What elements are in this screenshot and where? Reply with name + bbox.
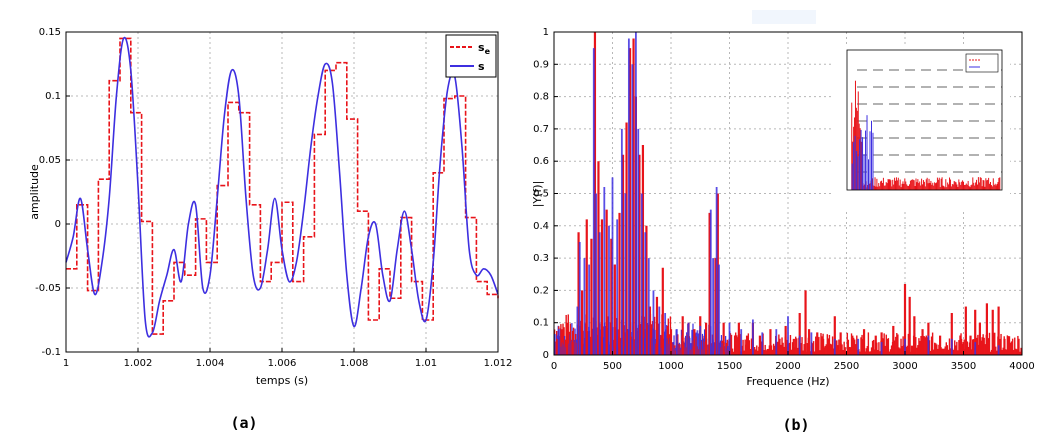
inset-legend-box [965,53,999,73]
y-tick-label: 0.8 [533,92,549,103]
y-tick-label: 0.5 [533,189,549,200]
chart-a-ticks: 1 1.002 1.004 1.006 1.008 1.01 1.012 -0.1 -0.05 0… [35,27,512,369]
x-tick-label: 1.004 [196,358,225,369]
x-tick-label: 1.01 [415,358,437,369]
panel-b-caption: (b) [782,416,809,434]
y-tick-label: 0.05 [39,155,61,166]
x-tick-label: 0 [551,361,557,372]
y-tick-label: 0.4 [533,221,549,232]
x-tick-label: 3500 [951,361,976,372]
x-tick-label: 2000 [775,361,800,372]
legend-se-label: se [478,41,491,56]
chart-b-series [553,32,1022,355]
x-tick-label: 1.008 [340,358,369,369]
series-se-line [66,37,499,335]
chart-a-xlabel: temps (s) [256,374,308,387]
panel-a-caption: (a) [230,414,257,432]
chart-b-xlabel: Frequence (Hz) [746,375,829,388]
x-tick-label: 1.012 [484,358,513,369]
y-tick-label: 0.7 [533,124,549,135]
chart-a-grid [66,32,498,352]
x-tick-label: 1.002 [124,358,153,369]
legend-box [445,34,497,78]
chart-b-inset [833,46,1010,210]
y-tick-label: 0.1 [533,318,549,329]
y-tick-label: 0.1 [45,91,61,102]
x-tick-label: 500 [603,361,622,372]
y-tick-label: 0.6 [533,156,549,167]
x-tick-label: 3000 [892,361,917,372]
inset-axes-box [846,49,1003,191]
y-tick-label: 0.2 [533,285,549,296]
x-tick-label: 2500 [834,361,859,372]
chart-a-series [65,36,499,338]
y-tick-label: 0.9 [533,59,549,70]
image-artifact [752,10,816,24]
y-tick-label: 0 [55,219,61,230]
y-tick-label: 0 [543,350,549,361]
y-tick-label: 0.15 [39,27,61,38]
x-tick-label: 1000 [658,361,683,372]
x-tick-label: 1 [63,358,69,369]
x-tick-label: 1500 [717,361,742,372]
y-tick-label: -0.05 [35,283,61,294]
y-tick-label: -0.1 [41,347,61,358]
x-tick-label: 4000 [1009,361,1034,372]
chart-b-ticks: 0 500 1000 1500 2000 2500 3000 3500 4000 0 0.1 0.2 0… [533,27,1035,372]
y-tick-label: 1 [543,27,549,38]
chart-a-ylabel: amplitude [28,164,41,220]
chart-a: 1 1.002 1.004 1.006 1.008 1.01 1.012 -0.1 -0.05 0… [28,27,512,432]
chart-b: 0 500 1000 1500 2000 2500 3000 3500 4000 0 0.1 0.2 0… [531,10,1035,434]
chart-b-ylabel: |Y(f)| [531,181,544,208]
series-s-line [65,36,499,338]
y-tick-label: 0.3 [533,253,549,264]
legend-s-label: s [478,60,485,73]
chart-a-legend: se s [445,34,497,78]
x-tick-label: 1.006 [268,358,297,369]
